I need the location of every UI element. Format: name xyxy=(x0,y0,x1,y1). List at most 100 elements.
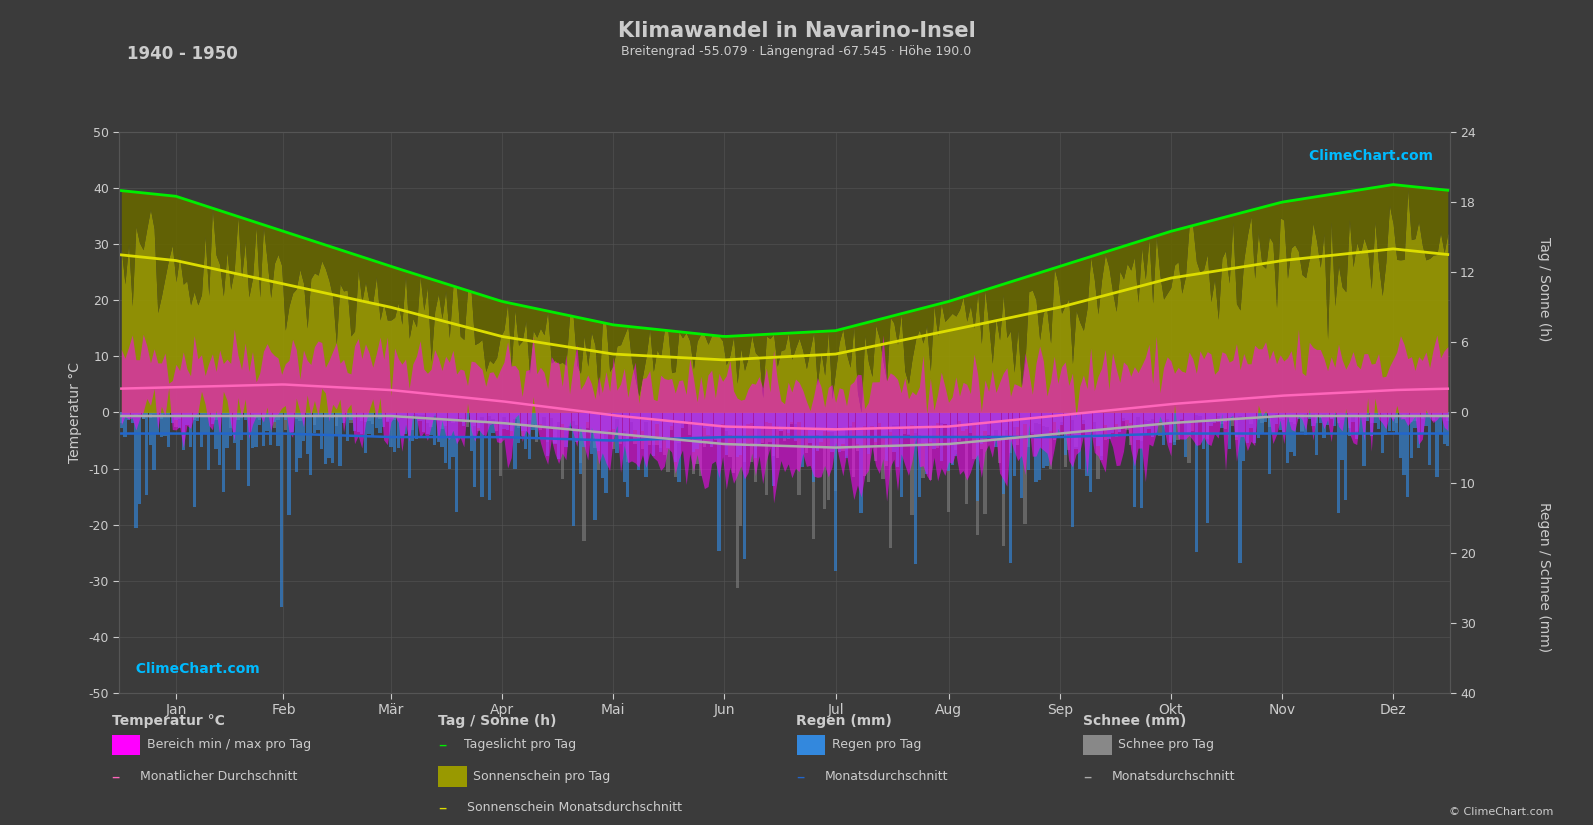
Bar xyxy=(1107,412,1110,439)
Bar xyxy=(739,412,742,526)
Bar xyxy=(900,412,903,436)
Bar xyxy=(309,412,312,474)
Bar xyxy=(346,412,349,414)
Bar xyxy=(335,412,338,435)
Bar xyxy=(830,412,833,431)
Bar xyxy=(1093,412,1096,438)
Bar xyxy=(153,412,156,470)
Bar xyxy=(119,412,123,423)
Bar xyxy=(1413,412,1416,421)
Bar xyxy=(1023,412,1027,423)
Bar xyxy=(1388,412,1391,417)
Bar xyxy=(921,412,924,443)
Bar xyxy=(1308,412,1311,414)
Bar xyxy=(1070,412,1074,527)
Text: –: – xyxy=(796,767,804,785)
Bar xyxy=(1392,412,1395,431)
Bar xyxy=(306,412,309,454)
Bar xyxy=(250,412,255,448)
Text: Regen pro Tag: Regen pro Tag xyxy=(832,738,921,752)
Bar xyxy=(328,412,331,416)
Bar xyxy=(878,412,881,428)
Bar xyxy=(484,412,487,422)
Bar xyxy=(725,412,728,431)
Bar xyxy=(1238,412,1241,563)
Bar xyxy=(1384,412,1388,435)
Bar xyxy=(250,412,255,414)
Bar xyxy=(688,412,691,421)
Bar xyxy=(889,412,892,432)
Bar xyxy=(962,412,965,437)
Bar xyxy=(816,412,819,436)
Bar xyxy=(1438,412,1442,416)
Bar xyxy=(397,412,400,419)
Bar xyxy=(594,412,597,521)
Bar xyxy=(190,412,193,415)
Bar xyxy=(583,412,586,541)
Bar xyxy=(728,412,731,457)
Bar xyxy=(247,412,250,486)
Bar xyxy=(405,412,408,434)
Bar xyxy=(1435,412,1438,478)
Bar xyxy=(295,412,298,419)
Bar xyxy=(301,412,306,418)
Text: –: – xyxy=(1083,767,1091,785)
Bar xyxy=(844,412,847,429)
Bar xyxy=(932,412,935,449)
Bar xyxy=(881,412,884,437)
Bar xyxy=(722,412,725,424)
Bar xyxy=(272,412,276,428)
Bar xyxy=(411,412,414,430)
Bar xyxy=(969,412,972,422)
Bar xyxy=(991,412,994,439)
Bar xyxy=(937,412,940,448)
Bar xyxy=(414,412,417,439)
Bar xyxy=(881,412,884,478)
Bar xyxy=(1322,412,1325,414)
Bar xyxy=(199,412,204,414)
Bar xyxy=(229,412,233,428)
Bar xyxy=(298,412,301,421)
Bar xyxy=(660,412,663,451)
Bar xyxy=(1195,412,1198,416)
Bar xyxy=(1121,412,1125,422)
Bar xyxy=(710,412,714,427)
Bar xyxy=(513,412,516,419)
Bar xyxy=(903,412,906,434)
Bar xyxy=(204,412,207,434)
Bar xyxy=(779,412,782,431)
Bar xyxy=(320,412,323,449)
Bar xyxy=(1373,412,1376,423)
Bar xyxy=(499,412,502,440)
Bar xyxy=(844,412,847,459)
Bar xyxy=(801,412,804,436)
Bar xyxy=(875,412,878,461)
Bar xyxy=(196,412,199,422)
Bar xyxy=(317,412,320,430)
Bar xyxy=(714,412,717,441)
Bar xyxy=(765,412,768,422)
Bar xyxy=(1263,412,1268,422)
Bar xyxy=(1289,412,1294,422)
Bar xyxy=(558,412,561,460)
Bar xyxy=(943,412,946,424)
Bar xyxy=(1155,412,1158,434)
Bar xyxy=(433,412,436,446)
Bar xyxy=(645,412,648,422)
Bar xyxy=(972,412,975,460)
Bar xyxy=(1192,412,1195,420)
Bar xyxy=(867,412,870,482)
Bar xyxy=(808,412,812,443)
Bar xyxy=(280,412,284,606)
Bar xyxy=(139,412,142,414)
Bar xyxy=(1034,412,1037,482)
Bar xyxy=(207,412,210,414)
Bar xyxy=(1217,412,1220,422)
Bar xyxy=(997,412,1002,441)
Bar xyxy=(164,412,167,436)
Bar xyxy=(487,412,491,500)
Bar xyxy=(895,412,898,467)
Bar xyxy=(1446,412,1450,446)
Bar xyxy=(185,412,188,415)
Text: Regen / Schnee (mm): Regen / Schnee (mm) xyxy=(1537,502,1552,653)
